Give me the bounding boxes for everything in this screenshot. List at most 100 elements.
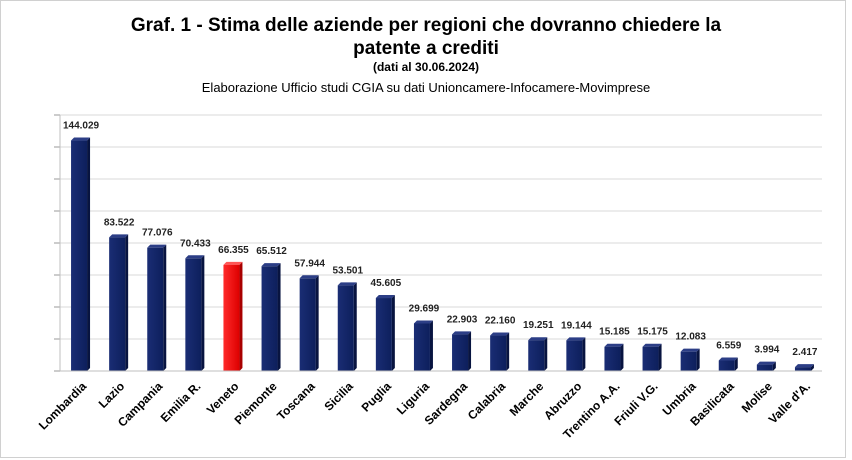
data-label: 15.175 [637, 327, 668, 338]
bar-top [528, 337, 548, 341]
bar-top [223, 261, 243, 265]
bar-side [696, 348, 700, 371]
data-label: 77.076 [142, 228, 173, 239]
bar-group-veneto: 66.355 Veneto [204, 245, 249, 417]
bar-side [277, 263, 281, 371]
bar-top [604, 343, 624, 347]
bar-top [490, 332, 510, 336]
bar-group-puglia: 45.605 Puglia [359, 278, 402, 415]
bar-group-sicilia: 53.501 Sicilia [321, 265, 363, 413]
x-tick-label: Valle d'A. [766, 379, 813, 426]
bar [680, 351, 697, 371]
data-label: 29.699 [409, 303, 440, 314]
bar [413, 323, 430, 371]
bar-side [468, 331, 472, 371]
bar [261, 266, 278, 371]
bar-side [391, 295, 395, 371]
bar [109, 237, 126, 371]
chart-subtitle: Elaborazione Ufficio studi CGIA su dati … [201, 80, 651, 95]
bar-group-lombardia: 144.029 Lombardia [36, 121, 100, 433]
bar-top [566, 337, 586, 341]
chart-date-note: (dati al 30.06.2024) [372, 60, 480, 74]
data-label: 144.029 [63, 121, 100, 132]
bar-top [642, 343, 662, 347]
bar [71, 140, 88, 371]
bar [185, 258, 202, 371]
bar [528, 340, 545, 371]
bar-top [756, 361, 776, 365]
bar [299, 278, 316, 371]
data-label: 2.417 [792, 347, 817, 358]
x-tick-label: Piemonte [232, 379, 280, 427]
bar-top [413, 320, 433, 324]
x-tick-label: Calabria [465, 379, 509, 423]
data-label: 22.903 [447, 314, 478, 325]
x-tick-label: Molise [739, 379, 776, 416]
bar-side [87, 137, 91, 371]
data-label: 57.944 [294, 258, 325, 269]
bar-group-molise: 3.994 Molise [739, 345, 780, 416]
bar-side [315, 275, 319, 371]
bar [490, 335, 507, 371]
bar-top [680, 348, 700, 352]
data-label: 45.605 [371, 278, 402, 289]
data-label: 6.559 [716, 341, 741, 352]
bar [375, 298, 392, 371]
x-tick-label: Veneto [204, 379, 242, 417]
data-label: 3.994 [754, 345, 779, 356]
data-label: 66.355 [218, 245, 249, 256]
bar-top [185, 255, 205, 259]
bar [223, 264, 240, 371]
bar-top [337, 282, 357, 286]
bar-side [353, 282, 357, 371]
data-label: 53.501 [332, 265, 363, 276]
bar-side [658, 343, 662, 371]
bar-side [620, 343, 624, 371]
x-tick-label: Puglia [359, 379, 395, 415]
bar [642, 346, 659, 371]
bar-top [452, 331, 472, 335]
data-label: 15.185 [599, 327, 630, 338]
bar-side [201, 255, 205, 371]
bar-side [772, 361, 776, 371]
data-label: 70.433 [180, 238, 211, 249]
data-label: 19.251 [523, 320, 554, 331]
bar-side [810, 364, 814, 371]
bar [604, 346, 621, 371]
data-label: 65.512 [256, 246, 287, 257]
x-tick-label: Lombardia [36, 379, 90, 433]
bar-group-valle-d-a-: 2.417 Valle d'A. [766, 347, 818, 426]
bar-side [239, 261, 243, 371]
bar-side [429, 320, 433, 371]
bar-side [582, 337, 586, 371]
x-tick-label: Sicilia [321, 379, 356, 414]
x-tick-label: Emilia R. [158, 379, 204, 425]
bar [147, 247, 164, 371]
bar [756, 364, 773, 371]
chart-title-line-2: patente a crediti [353, 38, 499, 59]
bar-top [794, 364, 814, 368]
bar-top [147, 244, 167, 248]
bar-group-toscana: 57.944 Toscana [274, 258, 325, 423]
chart-title-line-1: Graf. 1 - Stima delle aziende per region… [130, 15, 722, 36]
bar-top [718, 357, 738, 361]
bar-group-lazio: 83.522 Lazio [96, 217, 135, 410]
bar-side [506, 332, 510, 371]
bar-side [125, 234, 129, 371]
bar [452, 334, 469, 371]
chart-title: Graf. 1 - Stima delle aziende per region… [0, 14, 852, 60]
data-label: 19.144 [561, 320, 592, 331]
x-tick-label: Lazio [96, 379, 128, 411]
bar-side [734, 357, 738, 371]
bar-top [299, 275, 319, 279]
x-tick-label: Toscana [274, 379, 318, 423]
bar-top [375, 295, 395, 299]
bar-side [544, 337, 548, 371]
bar [566, 340, 583, 371]
data-label: 22.160 [485, 316, 516, 327]
